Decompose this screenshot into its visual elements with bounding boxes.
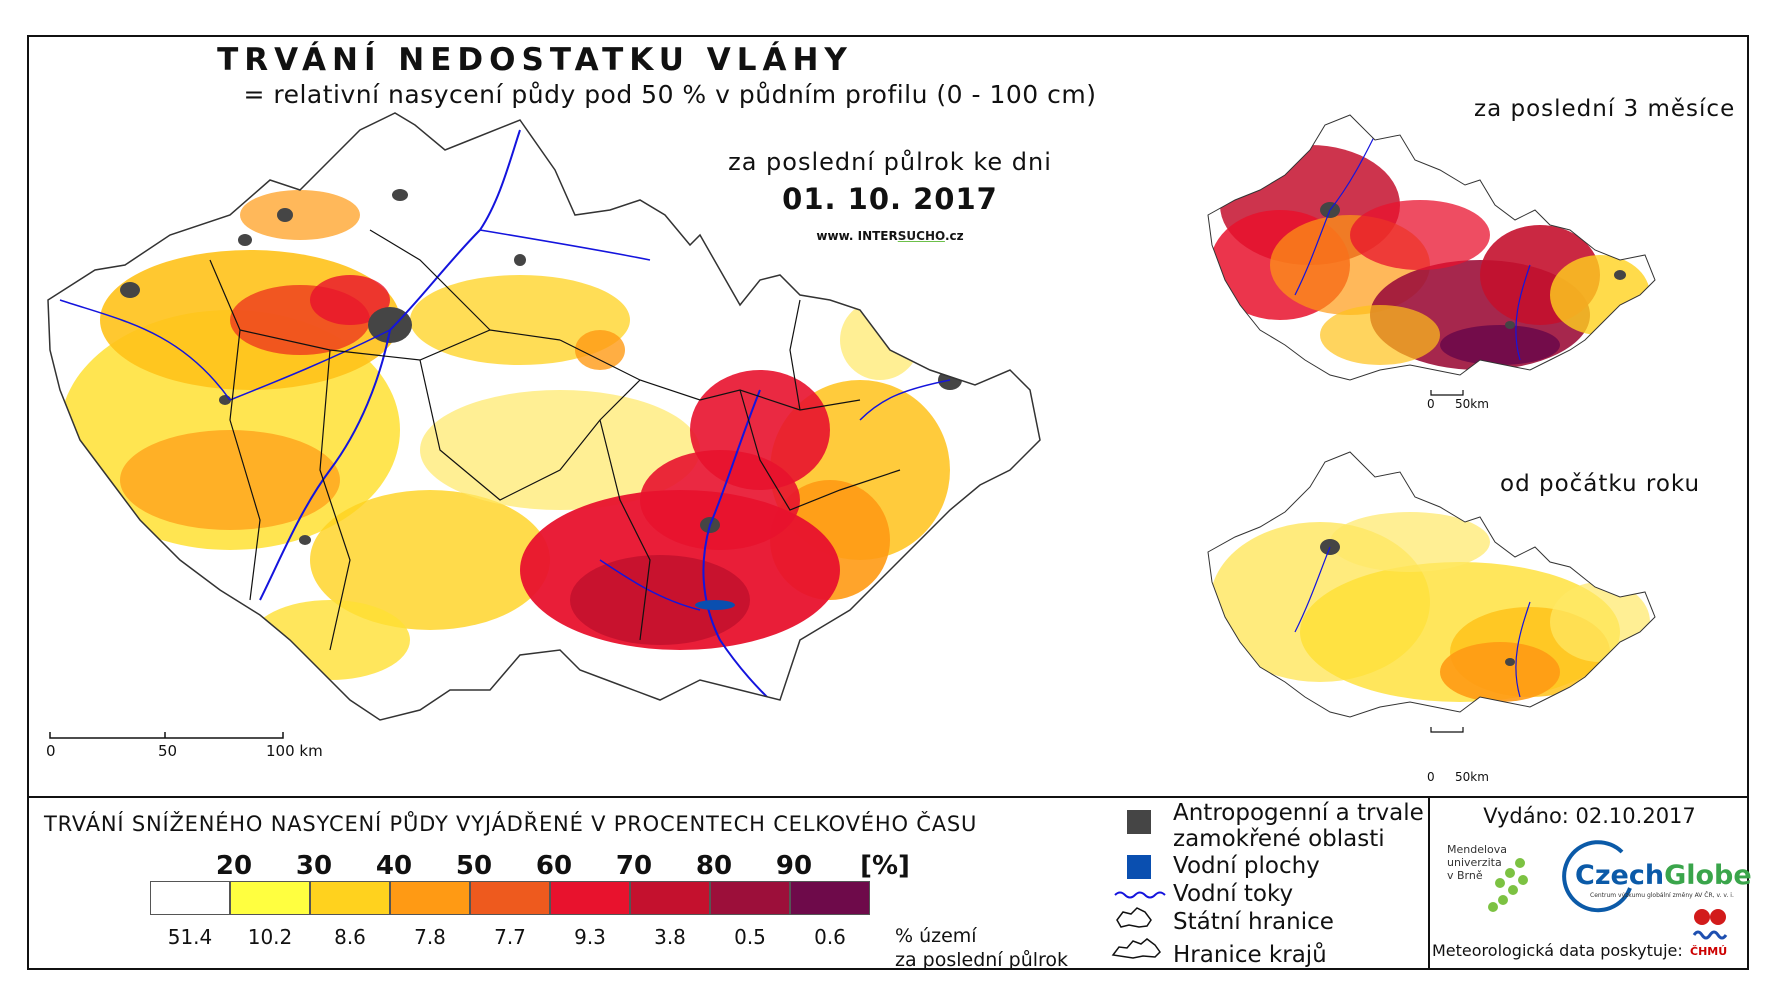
- legend-divider: [27, 796, 1749, 798]
- legend-percentage: 51.4: [167, 925, 213, 949]
- regional-border-icon: [1111, 938, 1161, 959]
- map-title: TRVÁNÍ NEDOSTATKU VLÁHY: [217, 42, 853, 78]
- website-suffix: .cz: [944, 229, 964, 243]
- legend-threshold: 50: [455, 851, 493, 881]
- mendel-line2: univerzita: [1447, 856, 1502, 869]
- legend-unit-label: [%]: [860, 851, 910, 881]
- map-subtitle: = relativní nasycení půdy pod 50 % v půd…: [243, 80, 1097, 109]
- legend-swatch: [710, 881, 790, 915]
- inset-2-scale-zero: 0: [1427, 770, 1435, 784]
- main-map-state-border: [47, 112, 1041, 721]
- legend-percentage: 9.3: [574, 925, 606, 949]
- inset-3-months: [1207, 114, 1656, 396]
- legend-percentage: 8.6: [334, 925, 366, 949]
- water-body-icon: [1127, 855, 1151, 879]
- mendel-line1: Mendelova: [1447, 843, 1508, 856]
- mendel-line3: v Brně: [1447, 869, 1483, 882]
- scale-end: 100 km: [266, 742, 323, 760]
- legend-threshold: 70: [615, 851, 653, 881]
- legend-threshold: 20: [215, 851, 253, 881]
- legend-threshold: 80: [695, 851, 733, 881]
- mendel-logo-icon: [1488, 858, 1528, 912]
- legend-swatch: [550, 881, 630, 915]
- river-icon: [1114, 891, 1166, 899]
- legend-threshold: 40: [375, 851, 413, 881]
- legend-percentage: 0.6: [814, 925, 846, 949]
- scale-mid: 50: [158, 742, 178, 760]
- urban-area-icon: [1127, 810, 1151, 834]
- website-link[interactable]: www. INTERSUCHO.cz: [700, 229, 1080, 243]
- map-date: 01. 10. 2017: [782, 182, 998, 216]
- inset-2-title: od počátku roku: [1500, 471, 1701, 497]
- website-brand: SUCHO: [897, 229, 945, 243]
- period-label: za poslední půlrok ke dni: [728, 148, 1052, 176]
- legend-unit-line2: za poslední půlrok: [895, 949, 1069, 971]
- inset-1-scale-end: 50km: [1455, 397, 1489, 411]
- czechglobe-subtitle: Centrum výzkumu globální změny AV ČR, v.…: [1590, 892, 1734, 899]
- website-prefix: www. INTER: [816, 229, 898, 243]
- legend-swatch: [230, 881, 310, 915]
- inset-2-scale-bar: [1430, 727, 1464, 733]
- key-state-border: Státní hranice: [1173, 909, 1334, 935]
- legend-swatch: [150, 881, 230, 915]
- inset-1-title: za poslední 3 měsíce: [1474, 96, 1736, 122]
- issued-date: Vydáno: 02.10.2017: [1483, 804, 1696, 828]
- key-urban-line2: zamokřené oblasti: [1173, 826, 1385, 852]
- legend-swatch: [790, 881, 870, 915]
- czechglobe-a: Czech: [1575, 860, 1665, 891]
- inset-maps: [1207, 114, 1656, 733]
- main-map-country: [48, 113, 1040, 720]
- mendel-logo-text: Mendelova univerzita v Brně: [1447, 843, 1507, 882]
- legend-percentage: 0.5: [734, 925, 766, 949]
- legend-swatch: [390, 881, 470, 915]
- czechglobe-logo-text: CzechGlobe: [1575, 860, 1752, 891]
- key-symbols: [1111, 810, 1166, 959]
- legend-percentage: 3.8: [654, 925, 686, 949]
- legend-percentage: 7.8: [414, 925, 446, 949]
- legend-percentage: 10.2: [247, 925, 293, 949]
- legend-threshold: 90: [775, 851, 813, 881]
- chmu-logo-text: ČHMÚ: [1690, 945, 1728, 958]
- key-urban: Antropogenní a trvale zamokřené oblasti: [1173, 800, 1424, 852]
- inset-1-scale-bar: [1430, 390, 1464, 396]
- main-scale-bar: [49, 732, 284, 739]
- inset-1-scale-zero: 0: [1427, 397, 1435, 411]
- legend-percentage: 7.7: [494, 925, 526, 949]
- legend-unit-line1: % území: [895, 925, 977, 947]
- key-rivers: Vodní toky: [1173, 881, 1294, 907]
- legend-unit: % území za poslední půlrok: [895, 924, 1068, 972]
- state-border-icon: [1116, 907, 1152, 928]
- key-urban-line1: Antropogenní a trvale: [1173, 800, 1424, 826]
- footer-divider: [1428, 796, 1430, 970]
- scale-zero: 0: [46, 742, 56, 760]
- meteo-credit: Meteorologická data poskytuje:: [1432, 941, 1683, 960]
- legend-threshold: 30: [295, 851, 333, 881]
- czechglobe-logo-icon: [1562, 840, 1632, 913]
- legend-swatch: [310, 881, 390, 915]
- legend-swatch: [470, 881, 550, 915]
- chmu-logo-icon: [1692, 909, 1728, 940]
- legend-swatch: [630, 881, 710, 915]
- legend-title: TRVÁNÍ SNÍŽENÉHO NASYCENÍ PŮDY VYJÁDŘENÉ…: [44, 812, 978, 836]
- legend-threshold: 60: [535, 851, 573, 881]
- inset-2-scale-end: 50km: [1455, 770, 1489, 784]
- czechglobe-b: Globe: [1664, 860, 1752, 891]
- key-regional-border: Hranice krajů: [1173, 942, 1327, 968]
- key-water-bodies: Vodní plochy: [1173, 853, 1320, 879]
